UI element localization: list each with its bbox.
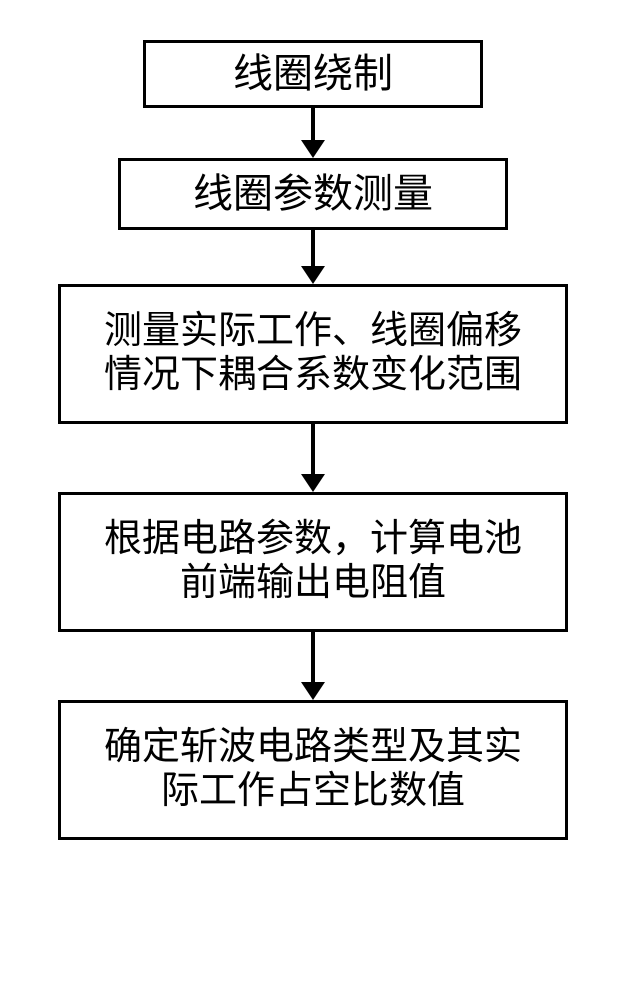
arrow-head-icon: [301, 474, 325, 492]
flowchart-step-1: 线圈绕制: [143, 40, 483, 108]
step-3-line-2: 情况下耦合系数变化范围: [104, 354, 522, 398]
arrow-1: [301, 108, 325, 158]
arrow-shaft: [311, 632, 315, 682]
step-3-line-1: 测量实际工作、线圈偏移: [104, 310, 522, 354]
flowchart-step-4: 根据电路参数，计算电池前端输出电阻值: [58, 492, 568, 632]
step-5-line-1: 确定斩波电路类型及其实: [104, 726, 522, 770]
flowchart-container: 线圈绕制线圈参数测量测量实际工作、线圈偏移情况下耦合系数变化范围根据电路参数，计…: [58, 40, 568, 840]
step-2-line-1: 线圈参数测量: [193, 171, 433, 217]
flowchart-step-3: 测量实际工作、线圈偏移情况下耦合系数变化范围: [58, 284, 568, 424]
arrow-4: [301, 632, 325, 700]
step-5-line-2: 际工作占空比数值: [161, 770, 465, 814]
arrow-head-icon: [301, 682, 325, 700]
arrow-shaft: [311, 230, 315, 266]
arrow-2: [301, 230, 325, 284]
arrow-head-icon: [301, 266, 325, 284]
flowchart-step-5: 确定斩波电路类型及其实际工作占空比数值: [58, 700, 568, 840]
arrow-head-icon: [301, 140, 325, 158]
step-4-line-2: 前端输出电阻值: [180, 562, 446, 606]
step-1-line-1: 线圈绕制: [233, 51, 393, 97]
arrow-shaft: [311, 108, 315, 140]
flowchart-step-2: 线圈参数测量: [118, 158, 508, 230]
arrow-3: [301, 424, 325, 492]
arrow-shaft: [311, 424, 315, 474]
step-4-line-1: 根据电路参数，计算电池: [104, 518, 522, 562]
